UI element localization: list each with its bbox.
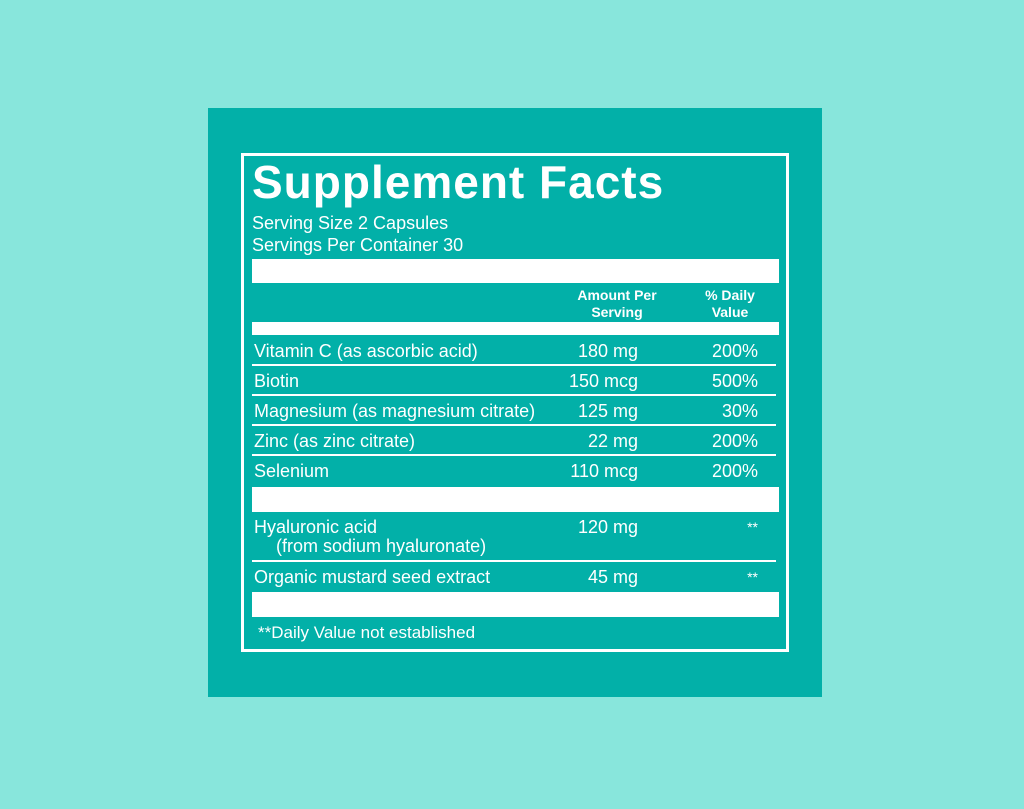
- amount-header: Amount Per Serving: [560, 287, 674, 321]
- nutrient-dv: 500%: [711, 371, 758, 391]
- label-frame: [241, 153, 789, 652]
- divider-bar: [252, 487, 779, 512]
- nutrient-dv: 200%: [711, 341, 758, 361]
- serving-size: Serving Size 2 Capsules: [252, 213, 449, 233]
- ingredient-amount: 120 mg: [577, 517, 638, 537]
- ingredient-dv: **: [747, 569, 758, 585]
- row-separator: [252, 394, 776, 396]
- nutrient-amount: 110 mcg: [570, 461, 638, 481]
- nutrient-dv: 200%: [711, 461, 758, 481]
- ingredient-source: (from sodium hyaluronate): [276, 536, 487, 556]
- amount-header-line2: Serving: [591, 304, 643, 320]
- nutrient-name: Vitamin C (as ascorbic acid): [254, 341, 478, 361]
- nutrient-name: Zinc (as zinc citrate): [254, 431, 416, 451]
- row-separator: [252, 454, 776, 456]
- nutrient-amount: 180 mg: [577, 341, 638, 361]
- footnote: **Daily Value not established: [258, 623, 476, 642]
- nutrient-dv: 30%: [721, 401, 758, 421]
- ingredient-name: Organic mustard seed extract: [254, 567, 491, 587]
- nutrient-amount: 150 mcg: [568, 371, 638, 391]
- amount-header-line1: Amount Per: [577, 287, 657, 303]
- dv-header: % Daily Value: [690, 287, 770, 321]
- nutrient-dv: 200%: [711, 431, 758, 451]
- nutrient-name: Selenium: [254, 461, 330, 481]
- row-separator: [252, 560, 776, 562]
- nutrient-amount: 22 mg: [587, 431, 638, 451]
- nutrient-name: Biotin: [254, 371, 300, 391]
- divider-bar: [252, 259, 779, 283]
- servings-per-container: Servings Per Container 30: [252, 235, 464, 255]
- label-title: Supplement Facts: [252, 156, 665, 208]
- row-separator: [252, 364, 776, 366]
- divider-bar: [252, 592, 779, 617]
- divider-bar: [252, 322, 779, 335]
- ingredient-dv: **: [747, 519, 758, 535]
- row-separator: [252, 424, 776, 426]
- ingredient-name: Hyaluronic acid: [254, 517, 378, 537]
- nutrient-name: Magnesium (as magnesium citrate): [254, 401, 536, 421]
- dv-header-line1: % Daily: [705, 287, 755, 303]
- dv-header-line2: Value: [711, 304, 749, 320]
- nutrient-amount: 125 mg: [577, 401, 638, 421]
- ingredient-amount: 45 mg: [587, 567, 638, 587]
